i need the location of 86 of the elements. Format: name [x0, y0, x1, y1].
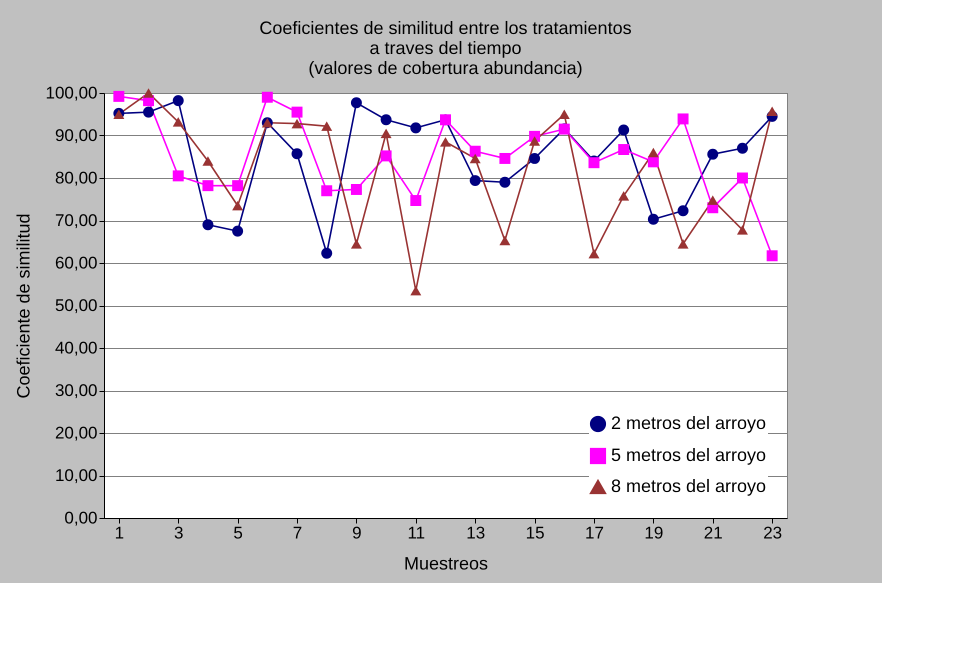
point — [707, 148, 718, 160]
point — [648, 156, 659, 168]
point — [202, 180, 214, 192]
x-tick-label: 11 — [407, 524, 426, 542]
point — [678, 113, 689, 124]
point — [499, 176, 510, 188]
x-tick-label: 3 — [174, 524, 184, 542]
point — [470, 146, 481, 157]
point — [380, 114, 392, 126]
point — [350, 97, 362, 108]
y-tick-label: 60,00 — [54, 254, 98, 272]
y-tick-label: 70,00 — [54, 211, 98, 230]
text: (valores de cobertura abundancia) — [308, 58, 583, 78]
point — [410, 286, 422, 296]
x-tick-label: 19 — [644, 524, 664, 542]
point — [321, 121, 332, 131]
point — [588, 248, 600, 258]
point — [558, 110, 570, 119]
x-tick-label: 21 — [704, 524, 723, 542]
y-tick-label: 20,00 — [54, 424, 98, 442]
x-axis-title: Muestreos — [404, 554, 488, 574]
point — [648, 214, 659, 225]
point — [232, 200, 244, 210]
point — [736, 142, 748, 154]
point — [470, 175, 481, 186]
point — [113, 90, 124, 102]
point — [410, 122, 422, 134]
y-tick-label: 0,00 — [64, 508, 98, 528]
point — [766, 250, 778, 262]
point — [232, 180, 244, 192]
y-tick-label: 30,00 — [54, 381, 98, 400]
point — [648, 148, 659, 158]
point — [262, 92, 273, 103]
point — [440, 137, 451, 147]
x-tick-label: 9 — [352, 524, 362, 542]
y-tick-label: 40,00 — [54, 338, 98, 358]
point — [292, 148, 302, 160]
x-tick-label: 5 — [233, 524, 243, 542]
point — [678, 239, 689, 249]
point — [350, 239, 362, 249]
point — [292, 106, 302, 118]
point — [410, 195, 422, 206]
point — [678, 205, 689, 216]
point — [766, 106, 778, 116]
point — [292, 118, 302, 128]
point — [736, 225, 748, 235]
point — [618, 144, 630, 155]
point — [380, 128, 392, 138]
point — [470, 154, 481, 164]
point — [143, 106, 154, 118]
point — [707, 195, 718, 205]
point — [321, 248, 332, 259]
point — [350, 184, 362, 195]
legend-label: 8 metros del arroyo — [611, 476, 766, 496]
point — [618, 124, 630, 136]
legend-label: 2 metros del arroyo — [611, 413, 766, 433]
y-tick-label: 90,00 — [54, 126, 98, 145]
x-tick-label: 13 — [466, 524, 486, 542]
x-tick-label: 23 — [763, 524, 782, 542]
x-tick-label: 1 — [114, 524, 124, 542]
point — [321, 185, 332, 196]
point — [380, 150, 392, 162]
point — [143, 88, 154, 98]
legend-label: 5 metros del arroyo — [611, 445, 766, 465]
point — [172, 170, 184, 182]
y-tick-label: 10,00 — [54, 466, 98, 485]
x-tick-label: 15 — [526, 524, 545, 542]
y-tick-label: 100,00 — [46, 84, 98, 102]
point — [232, 226, 244, 237]
y-tick-label: 80,00 — [54, 168, 98, 188]
text: a traves del tiempo — [369, 38, 522, 58]
point — [499, 236, 510, 246]
point — [202, 156, 214, 166]
x-tick-label: 17 — [585, 524, 604, 542]
y-axis-title: Coeficiente de similitud — [14, 213, 34, 399]
point — [736, 172, 748, 184]
text: Coeficientes de similitud entre los tratamientos — [259, 18, 632, 38]
point — [499, 152, 510, 164]
x-tick-label: 7 — [292, 524, 302, 542]
point — [202, 219, 214, 230]
point — [172, 117, 184, 127]
y-tick-label: 50,00 — [54, 296, 98, 315]
point — [529, 136, 540, 146]
point — [529, 152, 540, 164]
point — [172, 95, 184, 106]
point — [618, 191, 630, 201]
